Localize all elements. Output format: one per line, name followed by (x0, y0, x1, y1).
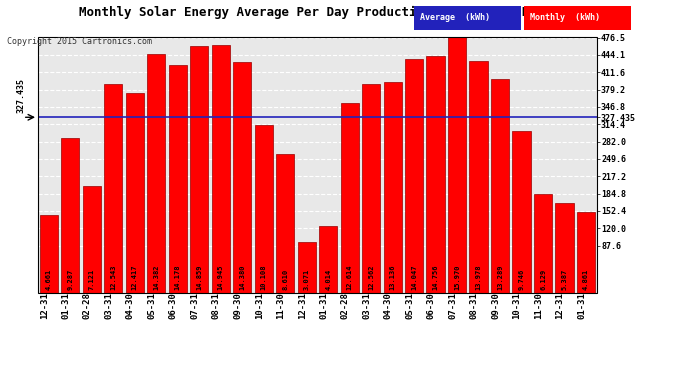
Text: 14.859: 14.859 (196, 264, 202, 290)
Text: 12-31: 12-31 (297, 292, 306, 320)
Text: 11-30: 11-30 (534, 292, 543, 320)
Text: 15.970: 15.970 (454, 264, 460, 290)
Bar (212, 45, 230, 292)
Text: 327.435: 327.435 (17, 78, 26, 113)
Text: 12.417: 12.417 (132, 264, 138, 290)
Bar (555, 203, 574, 292)
Text: 14.382: 14.382 (153, 264, 159, 290)
Text: 03-31: 03-31 (104, 292, 113, 320)
Text: 09-30: 09-30 (233, 292, 242, 320)
Bar (362, 84, 380, 292)
Bar (405, 60, 423, 292)
Bar (577, 212, 595, 292)
Bar (491, 79, 509, 292)
Bar (190, 46, 208, 292)
Text: 14.756: 14.756 (433, 264, 439, 290)
Text: 04-30: 04-30 (126, 292, 135, 320)
Text: 9.746: 9.746 (519, 268, 524, 290)
Text: 7.121: 7.121 (89, 268, 95, 290)
Text: 03-31: 03-31 (362, 292, 371, 320)
Text: 14.178: 14.178 (175, 264, 181, 290)
Bar (147, 54, 166, 292)
Text: 05-31: 05-31 (147, 292, 156, 320)
Text: 14.380: 14.380 (239, 264, 245, 290)
Bar (104, 84, 122, 292)
Text: 4.661: 4.661 (46, 268, 52, 290)
Text: 07-31: 07-31 (448, 292, 457, 320)
Text: 07-31: 07-31 (190, 292, 199, 320)
Text: Copyright 2015 Cartronics.com: Copyright 2015 Cartronics.com (7, 38, 152, 46)
Bar (39, 215, 58, 292)
Text: 13.978: 13.978 (475, 264, 482, 290)
Text: 4.861: 4.861 (583, 268, 589, 290)
Bar (126, 93, 144, 292)
Text: 12.543: 12.543 (110, 264, 116, 290)
Bar (61, 138, 79, 292)
Text: 05-31: 05-31 (405, 292, 414, 320)
Text: 13.136: 13.136 (390, 264, 395, 290)
Text: Monthly  (kWh): Monthly (kWh) (530, 13, 600, 22)
Text: 12.562: 12.562 (368, 264, 374, 290)
Text: Monthly Solar Energy Average Per Day Production (KWh)  Sat Feb 28 17:42: Monthly Solar Energy Average Per Day Pro… (79, 6, 611, 19)
Text: 5.387: 5.387 (562, 268, 568, 290)
Text: 10-31: 10-31 (513, 292, 522, 320)
Text: 01-31: 01-31 (577, 292, 586, 320)
Text: 9.287: 9.287 (67, 268, 73, 290)
Text: 06-30: 06-30 (426, 292, 435, 320)
Bar (340, 104, 359, 292)
Text: 12.614: 12.614 (346, 264, 353, 290)
Bar (448, 27, 466, 292)
Text: 02-28: 02-28 (83, 292, 92, 320)
Text: 09-30: 09-30 (491, 292, 500, 320)
Bar (426, 56, 445, 292)
Bar (297, 242, 316, 292)
Text: 01-31: 01-31 (319, 292, 328, 320)
Bar (319, 226, 337, 292)
Bar (255, 125, 273, 292)
Bar (513, 131, 531, 292)
Text: 10.108: 10.108 (261, 264, 266, 290)
Text: 12-31: 12-31 (555, 292, 564, 320)
Bar (469, 61, 488, 292)
Bar (168, 65, 187, 292)
Bar (384, 82, 402, 292)
Text: 10-31: 10-31 (255, 292, 264, 320)
Text: 12-31: 12-31 (40, 292, 49, 320)
Text: 14.047: 14.047 (411, 264, 417, 290)
Bar (83, 186, 101, 292)
Bar (276, 154, 295, 292)
Text: 8.610: 8.610 (282, 268, 288, 290)
Text: 02-28: 02-28 (341, 292, 350, 320)
Text: Average  (kWh): Average (kWh) (420, 13, 489, 22)
Text: 08-31: 08-31 (470, 292, 479, 320)
Text: 01-31: 01-31 (61, 292, 70, 320)
Text: 08-31: 08-31 (212, 292, 221, 320)
Text: 14.945: 14.945 (217, 264, 224, 290)
Text: 11-30: 11-30 (276, 292, 285, 320)
Bar (233, 62, 251, 292)
Text: 04-30: 04-30 (384, 292, 393, 320)
Text: 3.071: 3.071 (304, 268, 310, 290)
Text: 06-30: 06-30 (168, 292, 178, 320)
Text: 6.129: 6.129 (540, 268, 546, 290)
Text: 13.289: 13.289 (497, 264, 503, 290)
Text: 4.014: 4.014 (325, 268, 331, 290)
Bar (534, 194, 552, 292)
